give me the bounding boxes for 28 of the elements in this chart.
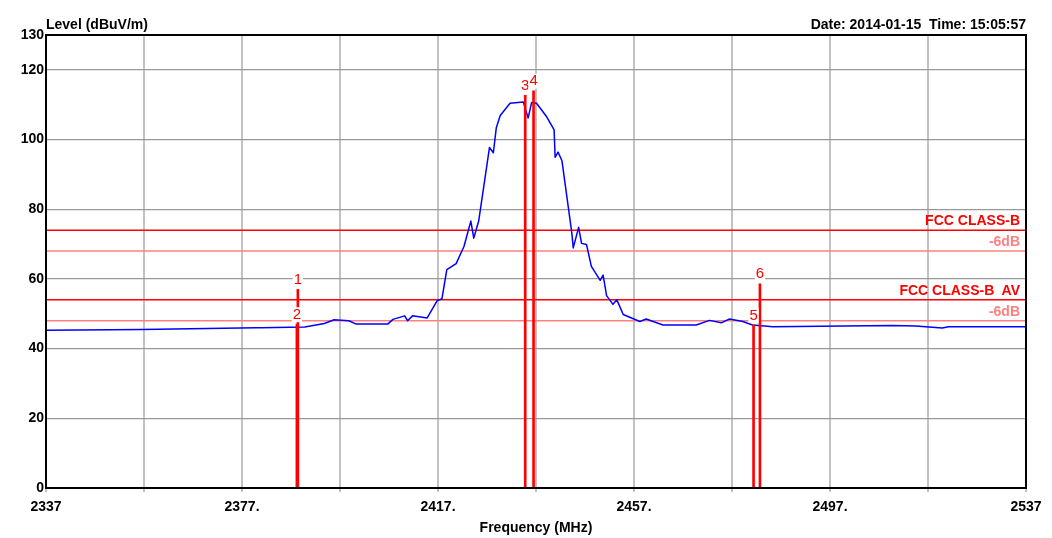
- y-tick-label: 100: [20, 130, 45, 147]
- annotation: 1: [293, 270, 303, 288]
- y-axis-title: Level (dBuV/m): [46, 15, 148, 32]
- annotation: 2: [292, 304, 302, 322]
- y-tick-label: 60: [28, 269, 45, 286]
- x-tick-label: 2417.: [420, 498, 456, 515]
- annotation: 5: [749, 305, 758, 323]
- y-tick-label: 20: [28, 409, 45, 426]
- y-tick-label: 130: [20, 25, 45, 42]
- x-axis-title: Frequency (MHz): [479, 518, 593, 535]
- annotation: 6: [755, 264, 765, 282]
- text: Date: 2014-01-15 Time: 15:05:57: [810, 15, 1027, 32]
- x-tick-label: 2337: [30, 498, 62, 515]
- ref-line-label: -6dB: [988, 232, 1020, 249]
- ref-line-label: FCC CLASS-B: [925, 212, 1020, 228]
- ref-line-label: -6dB: [988, 302, 1020, 319]
- x-tick-label: 2497.: [812, 498, 848, 515]
- y-tick-label: 0: [36, 478, 45, 495]
- y-tick-label: 120: [20, 60, 45, 77]
- y-tick-label: 80: [28, 200, 45, 217]
- annotation: 3: [521, 75, 530, 93]
- y-tick-label: 40: [28, 339, 45, 356]
- ref-line-label: FCC CLASS-B AV: [899, 281, 1021, 298]
- x-tick-label: 2537: [1010, 498, 1042, 515]
- bar: [752, 324, 755, 488]
- x-tick-label: 2377.: [224, 498, 260, 515]
- annotation: 4: [529, 71, 538, 89]
- x-tick-label: 2457.: [616, 498, 652, 515]
